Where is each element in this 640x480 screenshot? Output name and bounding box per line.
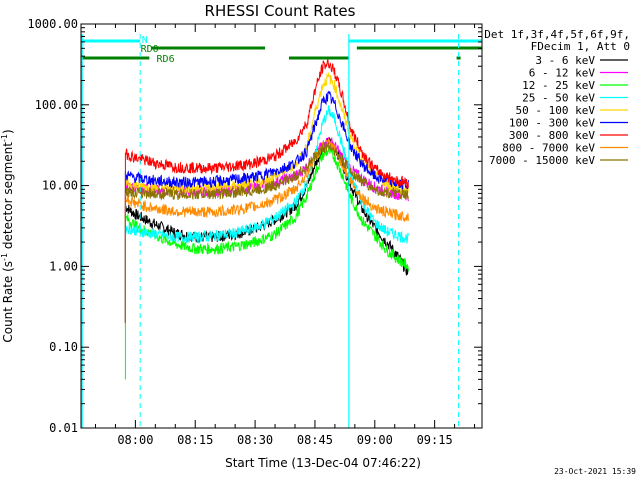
- series-line: [124, 145, 409, 380]
- y-axis-label-end: ): [1, 129, 15, 134]
- cyan-time-markers: [81, 34, 460, 428]
- x-axis: 08:00 08:15 08:30 08:45 09:00 09:15: [94, 24, 476, 447]
- x-tick-label: 09:15: [417, 433, 453, 447]
- legend: Det 1f,3f,4f,5f,6f,9f, FDecim 1, Att 0 3…: [484, 28, 630, 167]
- series-line: [124, 90, 409, 323]
- y-tick-label: 10.00: [42, 179, 78, 193]
- y-tick-label: 1000.00: [27, 17, 78, 31]
- y-axis-label-prefix: Count Rate (s: [1, 261, 15, 343]
- legend-entry-label: 100 - 300 keV: [509, 117, 595, 130]
- timestamp: 23-Oct-2021 15:39: [554, 467, 636, 476]
- chart-title: RHESSI Count Rates: [205, 2, 356, 20]
- state-bar-label: RD0: [141, 44, 159, 55]
- series-line: [124, 142, 409, 323]
- state-bar-label: N: [142, 35, 148, 46]
- state-bar-label: RD6: [157, 54, 175, 65]
- y-tick-label: 0.10: [49, 340, 78, 354]
- legend-entry-label: 50 - 100 keV: [516, 104, 596, 117]
- legend-header-1: Det 1f,3f,4f,5f,6f,9f,: [484, 28, 630, 41]
- plot-frame: [80, 23, 483, 429]
- y-tick-label: 0.01: [49, 421, 78, 435]
- y-axis-label-sup2: -1: [0, 134, 9, 142]
- y-tick-label: 1.00: [49, 259, 78, 273]
- y-axis-label-mid: detector segment: [1, 142, 15, 253]
- series-layer: [124, 57, 409, 380]
- x-tick-label: 08:00: [117, 433, 153, 447]
- y-axis: 1000.00 100.00 10.00 1.00 0.10 0.01: [27, 17, 482, 435]
- legend-entry-label: 3 - 6 keV: [535, 54, 595, 67]
- x-tick-label: 08:45: [297, 433, 333, 447]
- series-line: [124, 105, 409, 323]
- series-line: [124, 57, 409, 323]
- x-tick-label: 08:30: [237, 433, 273, 447]
- legend-entry-label: 800 - 7000 keV: [502, 142, 595, 155]
- legend-entry-label: 12 - 25 keV: [522, 79, 595, 92]
- y-axis-label-sup1: -1: [0, 253, 9, 261]
- series-line: [124, 138, 409, 323]
- legend-entry-label: 25 - 50 keV: [522, 92, 595, 105]
- x-tick-label: 09:00: [357, 433, 393, 447]
- x-tick-label: 08:15: [177, 433, 213, 447]
- legend-header-2: FDecim 1, Att 0: [531, 40, 630, 53]
- legend-entry-label: 300 - 800 keV: [509, 129, 595, 142]
- y-axis-label: Count Rate (s-1 detector segment-1): [0, 129, 15, 342]
- legend-entry-label: 7000 - 15000 keV: [489, 154, 595, 167]
- y-tick-label: 100.00: [35, 98, 78, 112]
- legend-entry-label: 6 - 12 keV: [529, 67, 596, 80]
- x-axis-label: Start Time (13-Dec-04 07:46:22): [225, 456, 421, 470]
